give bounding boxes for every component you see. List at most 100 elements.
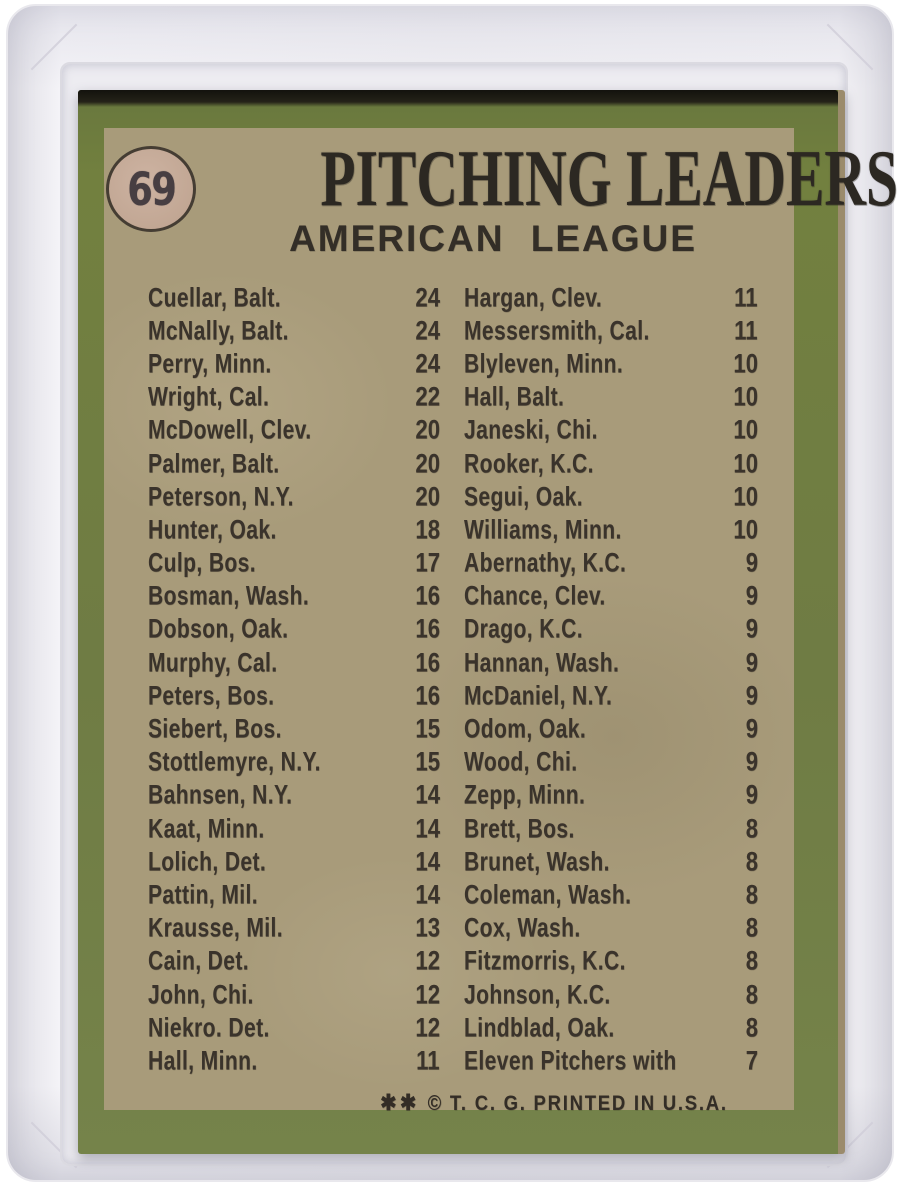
stat-row: Hargan, Clev. 11: [464, 281, 758, 314]
win-total: 17: [415, 547, 440, 578]
win-total: 20: [415, 481, 440, 512]
player-name: Hargan, Clev.: [464, 282, 603, 313]
player-name: Williams, Minn.: [464, 514, 622, 545]
player-name: Wright, Cal.: [148, 381, 270, 412]
player-name: Stottlemyre, N.Y.: [148, 746, 321, 777]
stat-row: Messersmith, Cal. 11: [464, 314, 758, 347]
win-total: 9: [745, 647, 758, 678]
stats-column-left: Cuellar, Balt. 24 McNally, Balt. 24 Perr…: [148, 281, 440, 1078]
player-name: McDaniel, N.Y.: [464, 680, 613, 711]
stat-row: Janeski, Chi. 10: [464, 414, 758, 447]
player-name: Kaat, Minn.: [148, 813, 265, 844]
stat-row: Hall, Balt. 10: [464, 381, 758, 414]
win-total: 18: [415, 514, 440, 545]
player-name: Janeski, Chi.: [464, 414, 598, 445]
card-panel: 69 PITCHING LEADERS AMERICAN LEAGUE Cuel…: [104, 128, 898, 1115]
player-name: Cox, Wash.: [464, 912, 581, 943]
player-name: Bahnsen, N.Y.: [148, 779, 293, 810]
card-top-shadow: [78, 90, 838, 107]
player-name: Blyleven, Minn.: [464, 348, 624, 379]
stat-row: Segui, Oak. 10: [464, 480, 758, 513]
stat-row: Bahnsen, N.Y. 14: [148, 779, 440, 812]
stat-row: Stottlemyre, N.Y. 15: [148, 746, 440, 779]
win-total: 14: [415, 879, 440, 910]
stat-row: Coleman, Wash. 8: [464, 878, 758, 911]
win-total: 12: [415, 979, 440, 1010]
win-total: 24: [415, 315, 440, 346]
player-name: Peterson, N.Y.: [148, 481, 294, 512]
player-name: Chance, Clev.: [464, 580, 606, 611]
stat-row: Wright, Cal. 22: [148, 381, 440, 414]
win-total: 22: [415, 381, 440, 412]
win-total: 9: [745, 580, 758, 611]
stat-row: Eleven Pitchers with 7: [464, 1044, 758, 1077]
win-total: 10: [733, 348, 758, 379]
win-total: 16: [415, 647, 440, 678]
win-total: 9: [745, 680, 758, 711]
stat-row: McDaniel, N.Y. 9: [464, 679, 758, 712]
player-name: Rooker, K.C.: [464, 448, 594, 479]
baseball-card-back: 69 PITCHING LEADERS AMERICAN LEAGUE Cuel…: [78, 90, 898, 1154]
win-total: 12: [415, 945, 440, 976]
player-name: Coleman, Wash.: [464, 879, 632, 910]
win-total: 13: [415, 912, 440, 943]
copyright-text: © T. C. G. PRINTED IN U.S.A.: [427, 1092, 728, 1115]
player-name: Murphy, Cal.: [148, 647, 278, 678]
player-name: Johnson, K.C.: [464, 979, 611, 1010]
stat-row: Drago, K.C. 9: [464, 613, 758, 646]
stat-row: Wood, Chi. 9: [464, 746, 758, 779]
stat-row: Chance, Clev. 9: [464, 580, 758, 613]
player-name: Cuellar, Balt.: [148, 282, 282, 313]
stat-row: Johnson, K.C. 8: [464, 978, 758, 1011]
star-icons: ✱✱: [380, 1090, 420, 1115]
player-name: Odom, Oak.: [464, 713, 587, 744]
win-total: 10: [733, 381, 758, 412]
player-name: Zepp, Minn.: [464, 779, 586, 810]
win-total: 8: [745, 945, 758, 976]
player-name: Bosman, Wash.: [148, 580, 310, 611]
player-name: McDowell, Clev.: [148, 414, 312, 445]
stat-row: Peterson, N.Y. 20: [148, 480, 440, 513]
player-name: Hall, Balt.: [464, 381, 565, 412]
stat-row: Niekro. Det. 12: [148, 1011, 440, 1044]
player-name: John, Chi.: [148, 979, 254, 1010]
stat-row: Cox, Wash. 8: [464, 912, 758, 945]
stat-row: McDowell, Clev. 20: [148, 414, 440, 447]
player-name: Brett, Bos.: [464, 813, 575, 844]
stat-row: Cuellar, Balt. 24: [148, 281, 440, 314]
win-total: 12: [415, 1012, 440, 1043]
stat-row: Pattin, Mil. 14: [148, 878, 440, 911]
player-name: Abernathy, K.C.: [464, 547, 627, 578]
win-total: 24: [415, 282, 440, 313]
stat-row: Brett, Bos. 8: [464, 812, 758, 845]
stat-row: Odom, Oak. 9: [464, 712, 758, 745]
player-name: Perry, Minn.: [148, 348, 272, 379]
win-total: 9: [745, 713, 758, 744]
stat-row: Culp, Bos. 17: [148, 547, 440, 580]
win-total: 8: [745, 813, 758, 844]
stat-row: Siebert, Bos. 15: [148, 712, 440, 745]
player-name: Brunet, Wash.: [464, 846, 610, 877]
stat-row: Hunter, Oak. 18: [148, 513, 440, 546]
win-total: 7: [745, 1045, 758, 1076]
win-total: 15: [415, 713, 440, 744]
stat-row: Lindblad, Oak. 8: [464, 1011, 758, 1044]
win-total: 10: [733, 448, 758, 479]
player-name: Lolich, Det.: [148, 846, 267, 877]
player-name: Peters, Bos.: [148, 680, 275, 711]
stat-row: Palmer, Balt. 20: [148, 447, 440, 480]
card-number: 69: [126, 162, 177, 216]
card-subtitle: AMERICAN LEAGUE: [289, 218, 697, 259]
player-name: Dobson, Oak.: [148, 613, 289, 644]
player-name: Palmer, Balt.: [148, 448, 280, 479]
win-total: 8: [745, 912, 758, 943]
player-name: Hannan, Wash.: [464, 647, 620, 678]
stat-row: Murphy, Cal. 16: [148, 646, 440, 679]
player-name: Fitzmorris, K.C.: [464, 945, 626, 976]
win-total: 10: [733, 414, 758, 445]
card-title-text: PITCHING LEADERS: [320, 135, 899, 223]
stat-row: Abernathy, K.C. 9: [464, 547, 758, 580]
stat-row: Krausse, Mil. 13: [148, 912, 440, 945]
stat-row: Hall, Minn. 11: [148, 1044, 440, 1077]
